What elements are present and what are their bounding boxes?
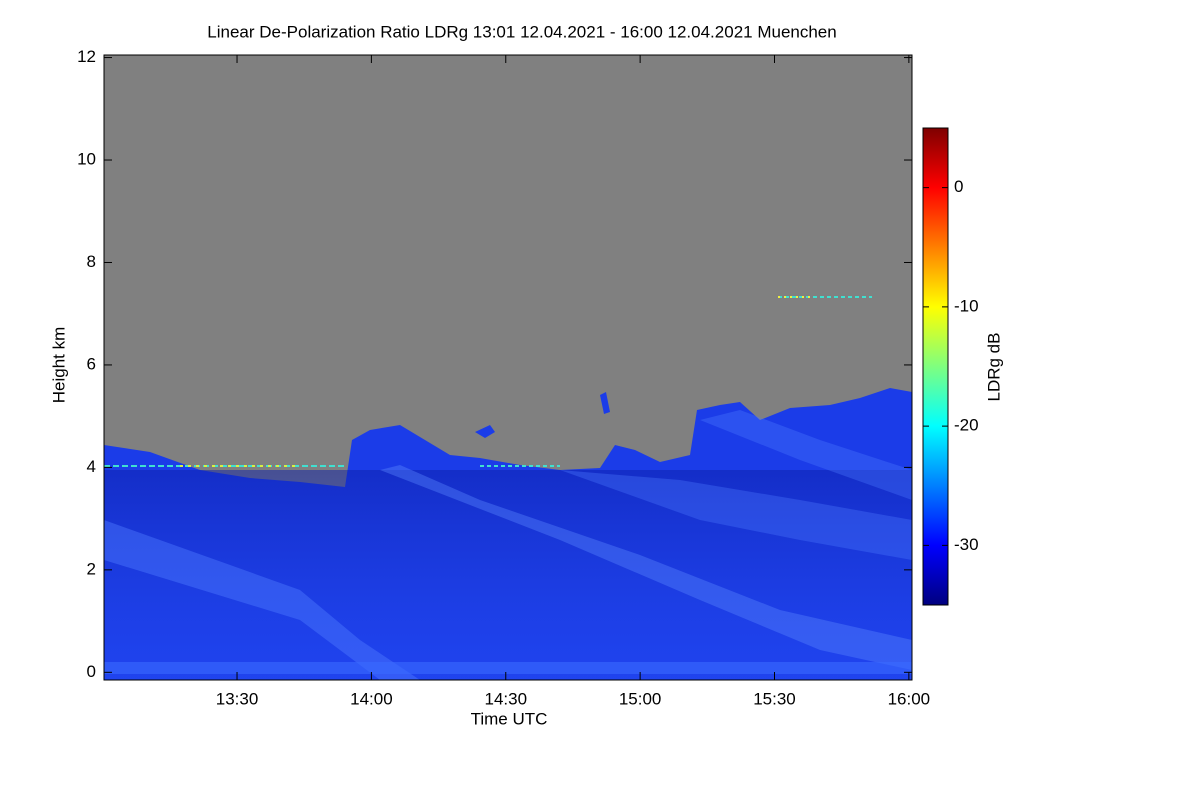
dark-layer xyxy=(104,470,912,680)
light-streak xyxy=(380,465,912,670)
x-axis-label: Time UTC xyxy=(471,709,548,728)
lidar-field xyxy=(104,55,912,680)
colorbar-tick-label: -10 xyxy=(954,296,979,315)
colorbar xyxy=(922,127,949,606)
x-tick-label: 16:00 xyxy=(888,689,931,708)
y-tick-label: 0 xyxy=(87,662,96,681)
x-tick-label: 14:00 xyxy=(350,689,393,708)
colorbar-tick-label: 0 xyxy=(954,177,963,196)
y-tick-label: 8 xyxy=(87,252,96,271)
y-tick-label: 10 xyxy=(77,150,96,169)
light-streak xyxy=(700,410,912,500)
colorbar-label: LDRg dB xyxy=(984,333,1003,402)
y-tick-label: 6 xyxy=(87,354,96,373)
light-streak xyxy=(104,520,420,680)
colorbar-tick-label: -30 xyxy=(954,535,979,554)
plot-frame xyxy=(103,54,913,681)
x-tick-label: 15:00 xyxy=(619,689,662,708)
surface-layer xyxy=(104,662,912,674)
cloud-patch xyxy=(475,392,610,438)
y-axis-label: Height km xyxy=(49,327,68,404)
y-tick-label: 2 xyxy=(87,559,96,578)
x-tick-label: 13:30 xyxy=(216,689,259,708)
x-tick-label: 14:30 xyxy=(484,689,527,708)
y-tick-label: 12 xyxy=(77,47,96,66)
colorbar-tick-label: -20 xyxy=(954,416,979,435)
x-tick-label: 15:30 xyxy=(753,689,796,708)
y-tick-label: 4 xyxy=(87,457,96,476)
chart-title: Linear De-Polarization Ratio LDRg 13:01 … xyxy=(207,22,836,41)
light-streak xyxy=(560,470,912,560)
